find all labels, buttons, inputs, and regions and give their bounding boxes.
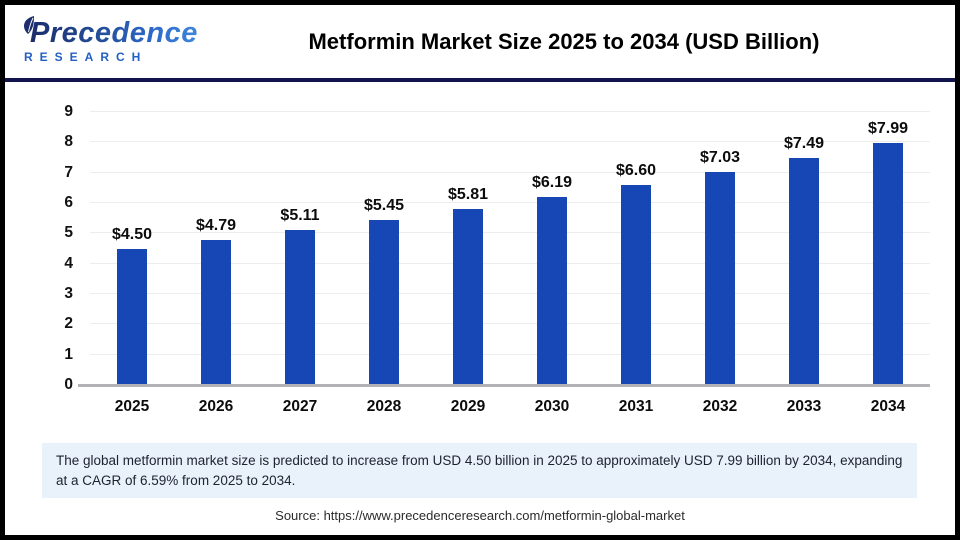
bar-group-2027: $5.11 (258, 112, 342, 385)
x-tick-label: 2031 (618, 398, 654, 415)
bar (201, 239, 231, 385)
bar-group-2029: $5.81 (426, 112, 510, 385)
bar-value-label: $4.79 (195, 216, 237, 234)
bar-value-label: $7.03 (699, 148, 741, 166)
x-tick-label: 2026 (198, 398, 234, 415)
bar (453, 208, 483, 385)
source-text: Source: https://www.precedenceresearch.c… (275, 508, 685, 524)
brand-logo: Precedence RESEARCH (15, 16, 215, 64)
bar-group-2028: $5.45 (342, 112, 426, 385)
bar-value-label: $5.11 (280, 207, 320, 224)
bar-chart: $4.50 $4.79 $5.11 $5.45 $5.81 $6.19 $6.60 $7.03… (5, 82, 955, 440)
y-tick-label: 7 (64, 163, 73, 181)
bar (873, 142, 903, 385)
x-axis-labels: 2025 2026 2027 2028 2029 2030 2031 2032 2033 2034 (90, 398, 930, 416)
x-tick-label: 2034 (870, 398, 906, 415)
bar (285, 230, 315, 385)
bar-group-2034: $7.99 (846, 112, 930, 385)
gridline (90, 353, 930, 355)
bar (789, 157, 819, 385)
bar-group-2033: $7.49 (762, 112, 846, 385)
gridline (90, 262, 930, 264)
gridline (90, 293, 930, 294)
y-tick-label: 9 (64, 103, 73, 120)
gridline (90, 202, 930, 203)
x-tick-label: 2033 (786, 398, 822, 415)
header: Precedence RESEARCH Metformin Market Siz… (5, 5, 955, 82)
gridline (90, 111, 930, 112)
bar-value-label: $7.99 (867, 119, 909, 137)
plot-area: $4.50 $4.79 $5.11 $5.45 $5.81 $6.19 $6.60 $7.03… (90, 111, 930, 385)
bar-value-label: $6.19 (531, 174, 573, 192)
bar-value-label: $5.45 (363, 196, 405, 214)
y-tick-label: 5 (64, 224, 73, 242)
y-tick-label: 2 (64, 315, 73, 333)
bar (705, 171, 735, 385)
bars-container: $4.50 $4.79 $5.11 $5.45 $5.81 $6.19 $6.60 $7.03… (90, 112, 930, 385)
x-axis-baseline (78, 384, 930, 387)
bar-value-label: $4.50 (111, 225, 153, 243)
page-title: Metformin Market Size 2025 to 2034 (USD … (308, 28, 820, 54)
y-tick-label: 4 (64, 254, 73, 272)
y-tick-label: 1 (64, 345, 73, 363)
gridline (90, 323, 930, 325)
y-tick-label: 6 (64, 194, 73, 211)
gridline (90, 232, 930, 234)
bar-group-2032: $7.03 (678, 112, 762, 385)
bar-group-2025: $4.50 (90, 112, 174, 385)
gridline (90, 141, 930, 143)
leaf-icon (23, 16, 34, 34)
x-tick-label: 2029 (450, 398, 486, 415)
x-tick-label: 2032 (702, 398, 738, 415)
x-tick-label: 2025 (114, 398, 150, 415)
bar-value-label: $5.81 (447, 185, 489, 203)
bar-value-label: $6.60 (615, 161, 657, 179)
bar-group-2031: $6.60 (594, 112, 678, 385)
bar-value-label: $7.49 (783, 134, 825, 152)
bar (369, 219, 399, 385)
summary-callout: The global metformin market size is pred… (42, 443, 917, 499)
logo-wordmark: Precedence (30, 17, 198, 49)
x-tick-label: 2028 (366, 398, 402, 415)
gridline (90, 171, 930, 173)
bar-group-2030: $6.19 (510, 112, 594, 385)
x-tick-label: 2030 (534, 398, 570, 415)
logo-subtext: RESEARCH (24, 50, 148, 64)
y-tick-label: 0 (64, 376, 73, 393)
bar (621, 184, 651, 385)
bar (117, 248, 147, 385)
bar (537, 197, 567, 385)
y-tick-label: 3 (64, 285, 73, 302)
bar-group-2026: $4.79 (174, 112, 258, 385)
x-tick-label: 2027 (282, 398, 318, 415)
logo-wordmark-row: Precedence (21, 16, 215, 49)
y-tick-label: 8 (64, 133, 73, 151)
